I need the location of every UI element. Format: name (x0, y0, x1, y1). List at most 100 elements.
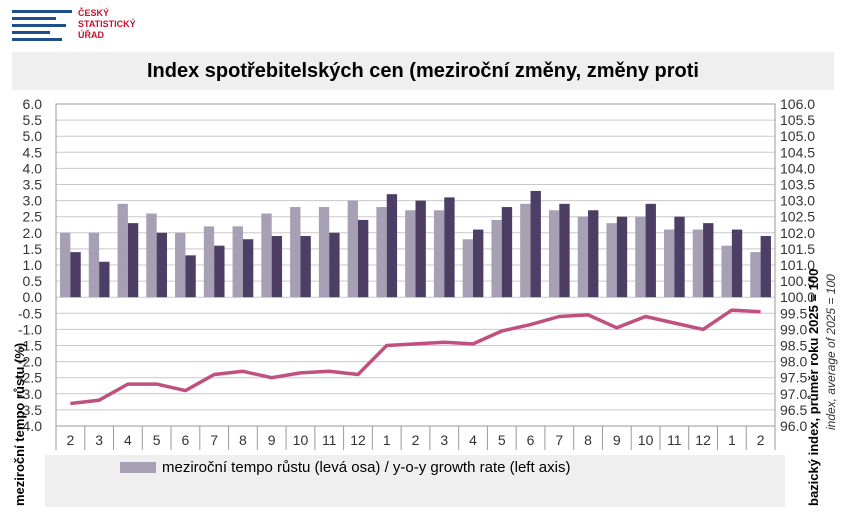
bar (415, 200, 426, 298)
right-tick-label: 102.5 (780, 209, 815, 225)
right-tick-label: 104.0 (780, 160, 815, 176)
left-tick-label: -2.5 (18, 370, 42, 386)
bar (692, 229, 704, 298)
bar (577, 216, 589, 298)
left-tick-label: 2.5 (23, 209, 43, 225)
right-tick-label: 101.0 (780, 257, 815, 273)
right-tick-label: 99.5 (780, 305, 807, 321)
chart-title: Index spotřebitelských cen (meziroční zm… (146, 60, 699, 82)
bar (530, 190, 541, 298)
bar (588, 210, 599, 298)
left-tick-label: -1.5 (18, 338, 42, 354)
left-tick-label: -3.5 (18, 402, 42, 418)
bar (663, 229, 675, 298)
bar (156, 232, 168, 298)
x-tick-label: 6 (527, 432, 535, 448)
logo-line-3: ÚŘAD (78, 30, 104, 40)
bar (645, 203, 656, 298)
right-tick-label: 105.0 (780, 128, 815, 144)
bar (444, 197, 455, 298)
bar (117, 203, 128, 298)
right-tick-label: 97.5 (780, 370, 807, 386)
x-tick-label: 2 (66, 432, 74, 448)
bar (376, 207, 387, 298)
bar (674, 216, 685, 298)
bar (606, 223, 617, 298)
right-tick-label: 98.0 (780, 354, 807, 370)
x-tick-label: 10 (293, 432, 309, 448)
x-tick-label: 8 (239, 432, 247, 448)
x-tick-label: 7 (555, 432, 563, 448)
x-tick-label: 3 (440, 432, 448, 448)
bar (731, 229, 743, 298)
bar (232, 226, 243, 298)
left-tick-label: 5.5 (23, 112, 43, 128)
x-tick-label: 4 (469, 432, 477, 448)
bar (520, 203, 531, 298)
x-tick-label: 4 (124, 432, 132, 448)
bar (357, 219, 369, 298)
right-tick-label: 100.5 (780, 273, 815, 289)
right-tick-label: 100.0 (780, 289, 815, 305)
bar (242, 239, 254, 298)
x-tick-label: 6 (182, 432, 190, 448)
bar (300, 236, 311, 298)
y-axis-right-label: bazický index, průměr roku 2025 = 100 (806, 268, 821, 506)
bar (473, 229, 484, 298)
index-line (70, 308, 761, 406)
x-tick-label: 1 (728, 432, 736, 448)
x-tick-label: 5 (498, 432, 506, 448)
left-tick-label: 6.0 (23, 96, 43, 112)
bar (433, 210, 445, 298)
bar (491, 219, 502, 298)
x-tick-label: 12 (695, 432, 711, 448)
legend-band: meziroční tempo růstu (levá osa) / y-o-y… (45, 455, 785, 507)
legend: meziroční tempo růstu (levá osa) / y-o-y… (120, 459, 570, 476)
left-tick-label: -3.0 (18, 386, 42, 402)
x-tick-label: 9 (613, 432, 621, 448)
bar (99, 261, 110, 298)
right-tick-label: 99.0 (780, 321, 807, 337)
right-tick-label: 103.5 (780, 177, 815, 193)
bar (146, 213, 157, 298)
bar (318, 207, 330, 298)
czso-logo: ČESKÝ STATISTICKÝ ÚŘAD (12, 6, 162, 46)
right-tick-label: 101.5 (780, 241, 815, 257)
right-tick-label: 96.0 (780, 418, 807, 434)
bar (405, 210, 416, 298)
bar (616, 216, 628, 298)
bar (127, 223, 139, 298)
left-tick-label: -0.5 (18, 305, 42, 321)
left-tick-label: 4.0 (23, 160, 43, 176)
logo-line-1: ČESKÝ (78, 8, 110, 18)
right-tick-label: 96.5 (780, 402, 807, 418)
right-tick-label: 97.0 (780, 386, 807, 402)
x-tick-label: 12 (350, 432, 366, 448)
left-tick-label: 1.0 (23, 257, 43, 273)
x-tick-label: 11 (667, 432, 682, 448)
right-tick-label: 106.0 (780, 96, 815, 112)
right-tick-label: 102.0 (780, 225, 815, 241)
bar (175, 232, 186, 298)
title-band: Index spotřebitelských cen (meziroční zm… (12, 52, 834, 90)
left-tick-label: 0.5 (23, 273, 43, 289)
left-tick-label: 1.5 (23, 241, 43, 257)
bar (271, 236, 283, 298)
left-tick-label: 4.5 (23, 144, 43, 160)
x-tick-label: 2 (757, 432, 765, 448)
bar (70, 252, 81, 298)
bar (750, 252, 761, 298)
left-tick-label: 3.0 (23, 193, 43, 209)
logo-line-2: STATISTICKÝ (78, 19, 136, 29)
bar (60, 232, 71, 298)
x-tick-label: 2 (412, 432, 420, 448)
bar (386, 194, 398, 298)
left-tick-label: 2.0 (23, 225, 43, 241)
bar (88, 232, 100, 298)
bar (203, 226, 215, 298)
left-tick-label: -2.0 (18, 354, 42, 370)
y-axis-left-label: meziroční tempo růstu (%) (12, 342, 27, 506)
bar (721, 245, 732, 298)
left-tick-label: -1.0 (18, 321, 42, 337)
